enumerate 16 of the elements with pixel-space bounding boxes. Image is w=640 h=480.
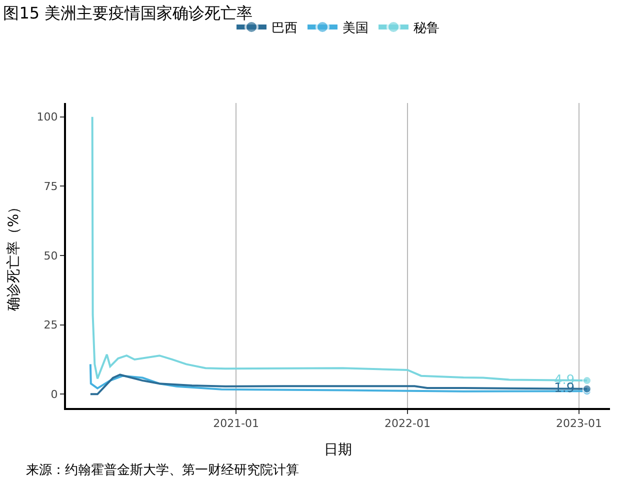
legend-label: 秘鲁: [414, 21, 440, 36]
x-tick-label: 2022-01: [384, 417, 431, 430]
y-tick-label: 25: [44, 318, 58, 332]
x-tick-label: 2021-01: [213, 417, 260, 430]
x-axis-title: 日期: [324, 442, 352, 458]
source-note: 来源：约翰霍普金斯大学、第一财经研究院计算: [26, 462, 299, 478]
y-tick-label: 100: [36, 110, 58, 124]
legend-label: 巴西: [272, 21, 298, 36]
y-tick-label: 75: [44, 180, 58, 194]
legend-label: 美国: [342, 20, 368, 36]
x-tick-label: 2023-01: [556, 417, 602, 430]
y-axis-title: 确诊死亡率（%）: [6, 200, 22, 312]
y-tick-label: 0: [50, 388, 58, 401]
y-tick-label: 50: [44, 249, 58, 262]
chart-title: 图15 美洲主要疫情国家确诊死亡率: [3, 3, 253, 22]
point: [582, 384, 592, 394]
